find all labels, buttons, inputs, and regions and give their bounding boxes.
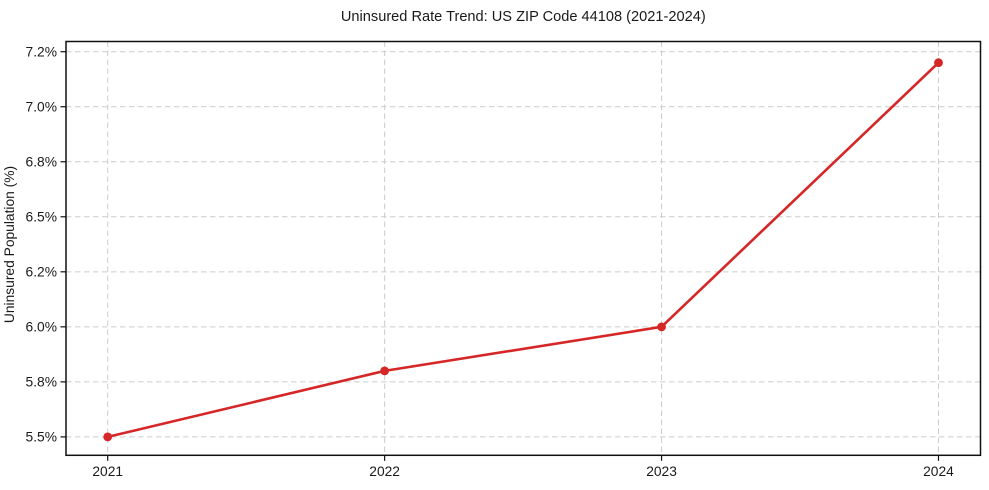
x-tick-label: 2022	[369, 464, 400, 479]
y-tick-label: 5.8%	[26, 375, 57, 390]
y-tick-label: 7.2%	[26, 44, 57, 59]
y-tick-label: 6.0%	[26, 320, 57, 335]
y-tick-label: 6.2%	[26, 265, 57, 280]
data-series	[103, 58, 943, 442]
y-tick-label: 7.0%	[26, 99, 57, 114]
axis-tick-labels: 5.5% 5.8% 6.0% 6.2% 6.5% 6.8% 7.0% 7.2% 2021 2022…	[26, 44, 955, 478]
x-tick-label: 2024	[923, 464, 954, 479]
data-point-marker	[657, 322, 666, 332]
data-point-marker	[934, 58, 943, 68]
axis-tick-marks	[60, 51, 940, 461]
data-point-marker	[103, 432, 113, 442]
plot-border	[65, 40, 982, 457]
x-tick-label: 2023	[646, 464, 677, 479]
gridlines	[66, 41, 981, 456]
y-tick-label: 5.5%	[26, 430, 57, 445]
trend-line	[106, 61, 940, 439]
y-axis-title: Uninsured Population (%)	[2, 166, 17, 323]
data-point-marker	[380, 366, 390, 376]
chart-title: Uninsured Rate Trend: US ZIP Code 44108 …	[341, 9, 706, 25]
y-tick-label: 6.8%	[26, 154, 57, 169]
x-tick-label: 2021	[92, 464, 123, 479]
y-tick-label: 6.5%	[26, 209, 57, 224]
